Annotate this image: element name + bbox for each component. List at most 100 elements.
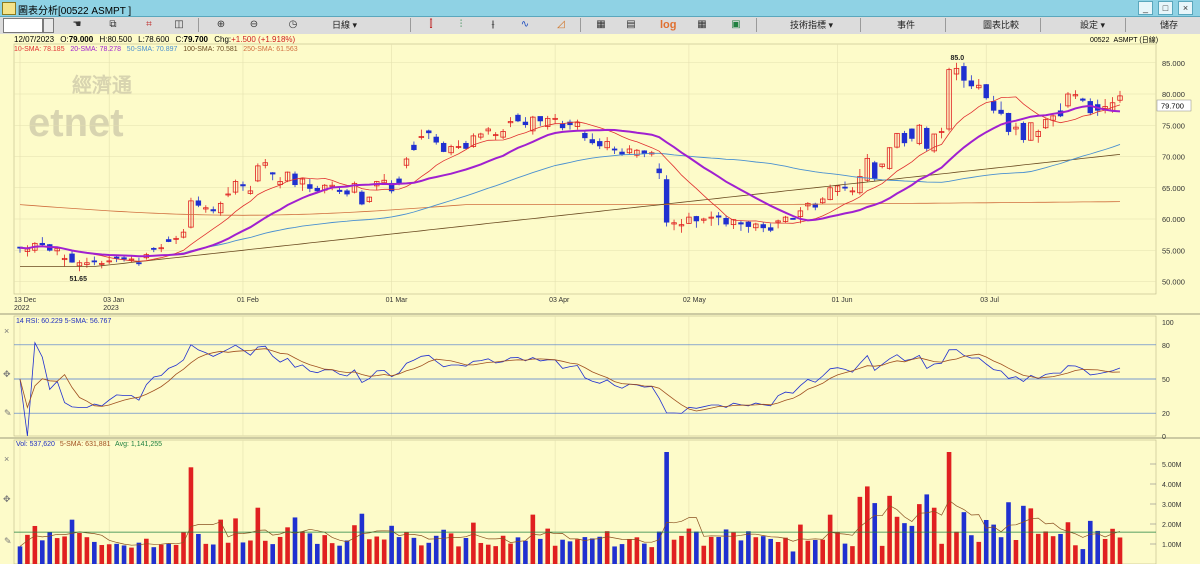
volume-bar bbox=[329, 543, 335, 564]
candle-body bbox=[463, 142, 469, 149]
fit-icon[interactable]: ⧉ bbox=[109, 19, 117, 30]
candle-body bbox=[708, 216, 714, 219]
move-panel-icon[interactable]: ✥ bbox=[3, 369, 11, 379]
clock-icon[interactable]: ◷ bbox=[288, 19, 298, 30]
volume-bar bbox=[842, 543, 848, 564]
settings-menu[interactable]: 設定 ▾ bbox=[1080, 20, 1106, 30]
volume-bar bbox=[1065, 522, 1071, 564]
candle-body bbox=[69, 253, 75, 263]
candle-body bbox=[857, 176, 863, 194]
volume-bar bbox=[471, 522, 476, 564]
candle-body bbox=[864, 157, 871, 181]
zoom-in-icon[interactable]: ⊕ bbox=[216, 19, 226, 30]
volume-bar bbox=[121, 545, 127, 564]
candle-body bbox=[990, 101, 997, 111]
candle-body bbox=[403, 158, 410, 166]
candle-body bbox=[1102, 106, 1108, 109]
grid-fine-icon[interactable]: ▤ bbox=[626, 19, 636, 30]
volume-bar bbox=[62, 536, 67, 564]
candle-body bbox=[701, 218, 707, 221]
candle-body bbox=[247, 190, 254, 194]
last-price-tag bbox=[1156, 99, 1192, 112]
volume-bar bbox=[158, 544, 164, 564]
candle-body bbox=[277, 181, 283, 186]
export-icon[interactable]: ▣ bbox=[731, 19, 741, 30]
grid-icon[interactable]: ▦ bbox=[596, 19, 606, 30]
close-vol-panel-icon[interactable]: × bbox=[4, 454, 9, 464]
period-select[interactable]: 日線 ▾ bbox=[332, 20, 358, 30]
code-dropdown-arrow[interactable] bbox=[43, 18, 54, 33]
minimize-button[interactable]: _ bbox=[1138, 1, 1153, 15]
bar-icon[interactable]: ⫲ bbox=[491, 19, 495, 30]
volume-bar bbox=[664, 452, 669, 564]
volume-bar bbox=[1013, 540, 1019, 564]
close-button[interactable]: × bbox=[1178, 1, 1193, 15]
watermark-chinese: 經濟通 bbox=[72, 73, 132, 97]
candle-body bbox=[381, 179, 387, 184]
crosshair-icon[interactable]: ⌗ bbox=[146, 19, 152, 30]
candlestick-icon[interactable]: ⫿ bbox=[429, 19, 433, 30]
candle-body bbox=[924, 127, 930, 149]
volume-bar bbox=[277, 536, 283, 564]
candle-body bbox=[582, 132, 588, 139]
volume-bar bbox=[285, 527, 290, 564]
area-icon[interactable]: ◿ bbox=[557, 19, 565, 30]
events-menu[interactable]: 事件 bbox=[897, 20, 916, 30]
log-scale-button[interactable]: log bbox=[660, 19, 677, 31]
volume-bar bbox=[805, 540, 811, 564]
candle-body bbox=[1028, 122, 1034, 141]
compare-menu[interactable]: 圖表比較 bbox=[983, 20, 1020, 30]
volume-bar bbox=[894, 516, 900, 564]
candle-body bbox=[500, 131, 506, 138]
toolbar: ☚ ⧉ ⌗ ◫ ⊕ ⊖ ◷ 日線 ▾ ⫿ ⫶ ⫲ ∿ ◿ ▦ ▤ log ▦ ▣… bbox=[0, 17, 1200, 35]
line-icon[interactable]: ∿ bbox=[520, 19, 530, 30]
candle-body bbox=[165, 239, 172, 242]
save-button[interactable]: 儲存 bbox=[1160, 20, 1179, 30]
volume-bar bbox=[448, 533, 454, 564]
volume-bar bbox=[812, 540, 818, 564]
volume-bar bbox=[225, 542, 231, 564]
volume-bar bbox=[998, 537, 1004, 564]
ohlc-icon[interactable]: ⫶ bbox=[459, 19, 463, 30]
header-quote: 12/07/2023 O:79.000 H:80.500 L:78.600 C:… bbox=[14, 35, 296, 44]
candle-body bbox=[849, 190, 856, 193]
candle-body bbox=[819, 198, 826, 204]
candle-body bbox=[938, 131, 945, 133]
candle-body bbox=[589, 139, 596, 144]
candle-body bbox=[953, 67, 960, 75]
candle-body bbox=[255, 165, 261, 182]
candle-body bbox=[1117, 95, 1123, 101]
hand-pan-icon[interactable]: ☚ bbox=[72, 19, 82, 30]
move-vol-panel-icon[interactable]: ✥ bbox=[3, 494, 11, 504]
candle-body bbox=[366, 196, 373, 202]
candle-body bbox=[998, 109, 1004, 114]
grid-toggle-icon[interactable]: ▦ bbox=[697, 19, 707, 30]
volume-bar bbox=[84, 537, 90, 564]
stock-code-input[interactable] bbox=[3, 18, 43, 33]
price-tick: 50.000 bbox=[1162, 278, 1185, 287]
volume-bar bbox=[976, 541, 982, 564]
maximize-button[interactable]: □ bbox=[1158, 1, 1173, 15]
volume-bar bbox=[389, 525, 394, 564]
zoom-out-icon[interactable]: ⊖ bbox=[249, 19, 259, 30]
close-panel-icon[interactable]: × bbox=[4, 326, 9, 336]
rsi-legend: 14 RSI: 60.229 5-SMA: 56.767 bbox=[16, 318, 111, 325]
date-tick: 13 Dec bbox=[14, 297, 37, 304]
split-icon[interactable]: ◫ bbox=[174, 19, 184, 30]
volume-bar bbox=[233, 518, 238, 564]
volume-bar bbox=[523, 540, 528, 564]
edit-panel-icon[interactable]: ✎ bbox=[4, 408, 12, 418]
technical-indicator-menu[interactable]: 技術指標 ▾ bbox=[790, 20, 834, 30]
volume-bar bbox=[404, 532, 409, 564]
candle-body bbox=[983, 84, 989, 99]
candle-body bbox=[931, 133, 937, 152]
edit-vol-panel-icon[interactable]: ✎ bbox=[4, 536, 12, 546]
volume-bar bbox=[939, 543, 944, 564]
sma-legend-item: 250-SMA: 61.563 bbox=[243, 46, 298, 53]
volume-bar bbox=[753, 537, 759, 564]
volume-bar bbox=[738, 540, 744, 564]
volume-bar bbox=[790, 551, 796, 564]
volume-bar bbox=[686, 528, 692, 564]
price-tick: 65.000 bbox=[1162, 184, 1185, 193]
candle-body bbox=[1072, 94, 1079, 97]
